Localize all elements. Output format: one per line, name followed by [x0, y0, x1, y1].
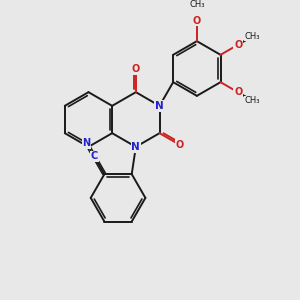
Text: O: O	[132, 64, 140, 74]
Text: N: N	[155, 101, 164, 111]
Text: N: N	[131, 142, 140, 152]
Text: O: O	[176, 140, 184, 150]
Text: O: O	[193, 16, 201, 26]
Text: CH₃: CH₃	[245, 32, 260, 41]
Text: CH₃: CH₃	[245, 96, 260, 105]
Text: N: N	[82, 138, 91, 148]
Text: O: O	[234, 87, 242, 98]
Text: CH₃: CH₃	[189, 0, 205, 9]
Text: O: O	[234, 40, 242, 50]
Text: C: C	[91, 152, 98, 161]
